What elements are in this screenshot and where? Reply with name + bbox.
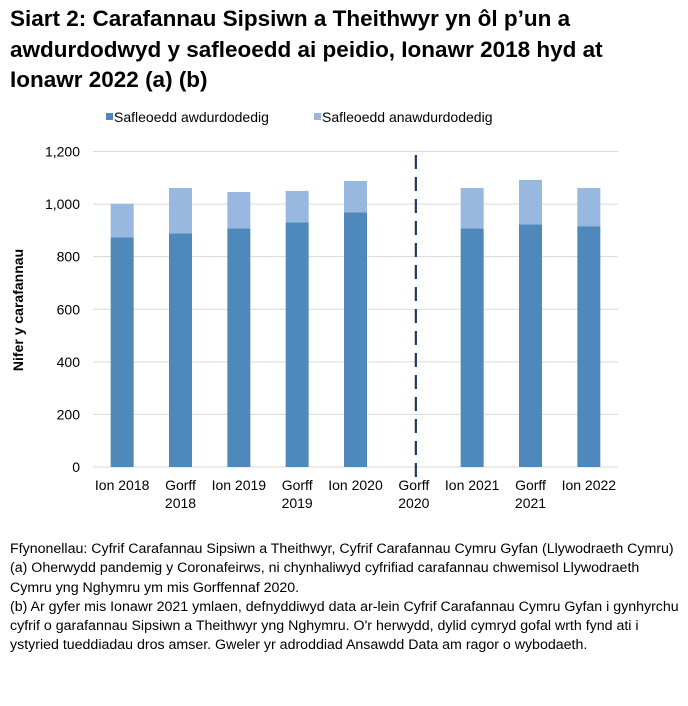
x-tick-label: 2019 [282, 495, 313, 511]
x-tick-label: 2018 [165, 495, 196, 511]
x-tick-label: Ion 2019 [212, 477, 267, 493]
footnote-a: (a) Oherwydd pandemig y Coronafeirws, ni… [10, 560, 640, 596]
bar-chart: 0 200 400 600 800 1,000 1,200 Nifer y carafanna… [10, 109, 618, 511]
x-tick-label: 2020 [398, 495, 429, 511]
y-tick-label: 0 [72, 459, 80, 475]
bar-segment [519, 224, 542, 467]
bar-segment [169, 233, 192, 467]
x-tick-label: Gorff [282, 477, 313, 493]
x-tick-label: Ion 2018 [95, 477, 150, 493]
bar-segment [110, 237, 134, 467]
y-axis-label: Nifer y carafannau [10, 249, 26, 371]
source-note: Ffynonellau: Cyfrif Carafannau Sipsiwn a… [10, 541, 674, 557]
x-tick-label: Gorff [398, 477, 429, 493]
chart-notes: Ffynonellau: Cyfrif Carafannau Sipsiwn a… [10, 540, 680, 656]
x-tick-label: Gorff [515, 477, 546, 493]
legend-label: Safleoedd awdurdodedig [114, 109, 269, 125]
bar-segment [169, 188, 192, 234]
bar-segment [227, 191, 251, 229]
bar-segment [285, 222, 309, 467]
bar-segment [577, 226, 601, 467]
y-tick-label: 800 [57, 249, 81, 265]
chart-title: Siart 2: Carafannau Sipsiwn a Theithwyr … [10, 6, 603, 92]
x-tick-label: Ion 2020 [328, 477, 383, 493]
y-tick-label: 1,200 [45, 144, 80, 160]
bar-segment [460, 188, 484, 229]
x-tick-label: 2021 [515, 495, 546, 511]
x-tick-label: Ion 2022 [562, 477, 617, 493]
bar-segment [227, 228, 251, 467]
bar-segment [519, 179, 542, 225]
x-tick-label: Ion 2021 [445, 477, 500, 493]
legend-label: Safleoedd anawdurdodedig [322, 109, 492, 125]
legend-marker [106, 113, 113, 120]
bar-segment [460, 228, 484, 467]
y-tick-label: 200 [57, 406, 81, 422]
y-tick-label: 600 [57, 301, 81, 317]
bar-segment [344, 180, 367, 213]
x-tick-label: Gorff [165, 477, 196, 493]
y-tick-label: 1,000 [45, 196, 80, 212]
y-tick-label: 400 [57, 354, 81, 370]
bar-segment [285, 190, 309, 223]
bar-segment [344, 212, 367, 467]
legend-marker [314, 113, 321, 120]
footnote-b: (b) Ar gyfer mis Ionawr 2021 ymlaen, def… [10, 598, 679, 654]
bar-segment [110, 203, 134, 238]
bar-segment [577, 188, 601, 227]
